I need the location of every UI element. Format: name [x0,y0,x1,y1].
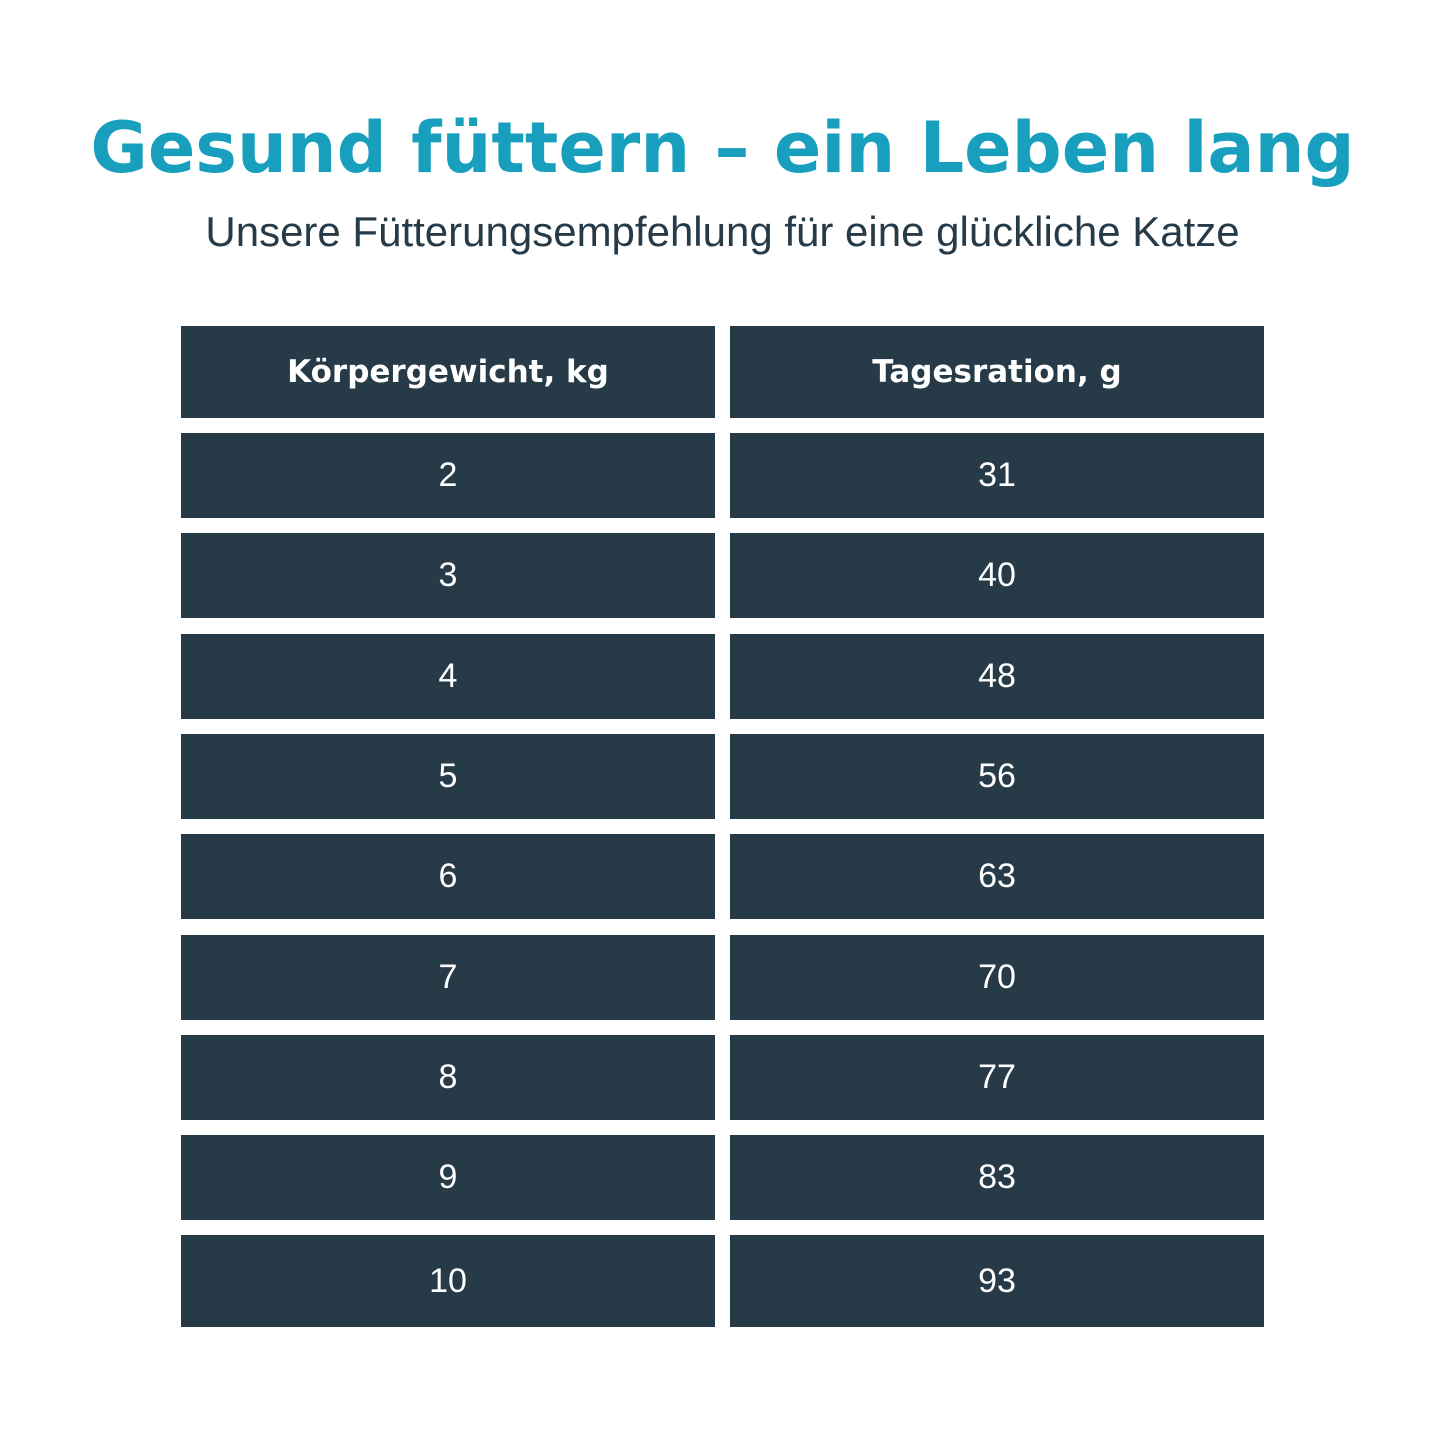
cell-daily-ration: 77 [730,1034,1264,1120]
cell-daily-ration: 56 [730,733,1264,819]
cell-daily-ration: 40 [730,533,1264,619]
cell-daily-ration: 93 [730,1235,1264,1328]
cell-body-weight: 8 [181,1034,715,1120]
cell-body-weight: 5 [181,733,715,819]
cell-daily-ration: 63 [730,834,1264,920]
cell-body-weight: 2 [181,433,715,518]
column-header-body-weight: Körpergewicht, kg [181,326,715,418]
cell-daily-ration: 70 [730,934,1264,1020]
page-title: Gesund füttern – ein Leben lang [90,107,1355,189]
cell-daily-ration: 48 [730,633,1264,719]
cell-body-weight: 7 [181,934,715,1020]
cell-daily-ration: 83 [730,1135,1264,1221]
cell-body-weight: 4 [181,633,715,719]
page-subtitle: Unsere Fütterungsempfehlung für eine glü… [205,208,1240,255]
column-header-daily-ration: Tagesration, g [730,326,1264,418]
cell-body-weight: 3 [181,533,715,619]
cell-body-weight: 6 [181,834,715,920]
cell-body-weight: 10 [181,1235,715,1328]
cell-body-weight: 9 [181,1135,715,1221]
cell-daily-ration: 31 [730,433,1264,518]
